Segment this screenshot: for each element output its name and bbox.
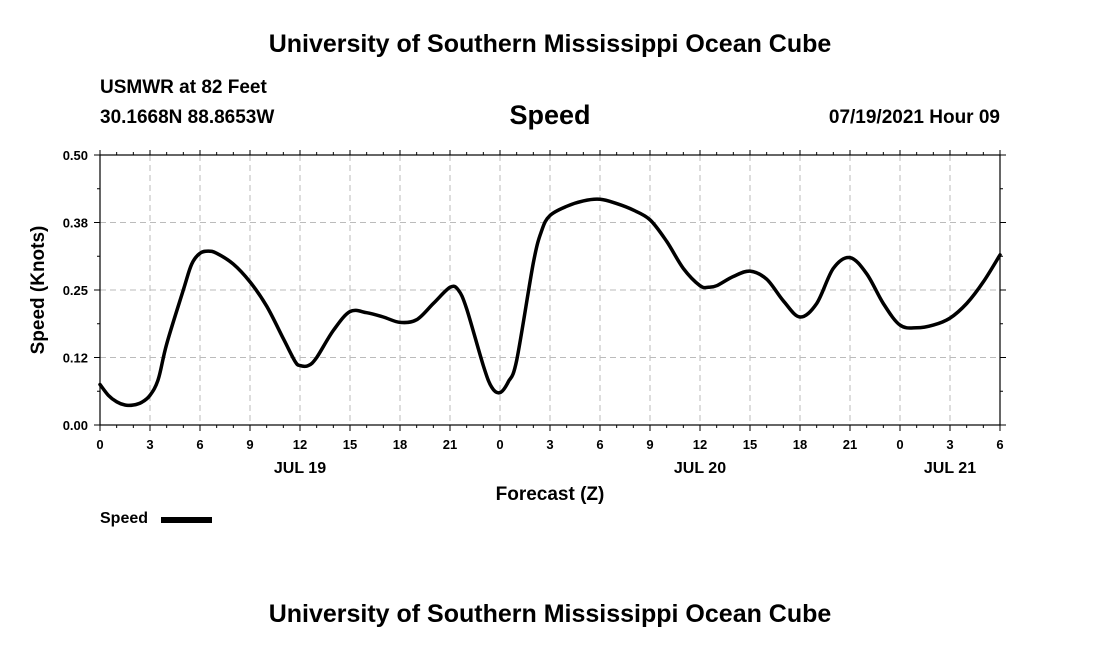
x-tick-labels: 0 3 6 9 12 15 18 21 0 3 6 9 12 15 18 21 0 3 6 [96,437,1003,452]
y-tick-label: 0.50 [63,148,88,163]
legend-label: Speed [100,510,149,527]
x-tick-label: 6 [996,437,1003,452]
y-tick-label: 0.25 [63,283,88,298]
x-tick-label: 12 [693,437,707,452]
x-tick-label: 0 [896,437,903,452]
x-axis-label: Forecast (Z) [496,484,605,505]
x-tick-label: 15 [743,437,757,452]
axis-ticks [94,150,1006,431]
x-tick-label: 9 [646,437,653,452]
x-tick-label: 12 [293,437,307,452]
x-tick-label: 9 [246,437,253,452]
x-tick-label: 3 [146,437,153,452]
x-tick-label: 18 [793,437,807,452]
x-tick-label: 0 [496,437,503,452]
x-tick-label: 21 [843,437,857,452]
speed-series-line [98,197,1002,408]
x-tick-label: 6 [596,437,603,452]
coordinates-label: 30.1668N 88.8653W [100,107,275,128]
x-tick-label: 0 [96,437,103,452]
date-label: JUL 19 [274,460,326,477]
date-label: JUL 21 [924,460,976,477]
x-tick-label: 6 [196,437,203,452]
station-label: USMWR at 82 Feet [100,77,267,98]
date-hour-label: 07/19/2021 Hour 09 [828,107,1000,128]
date-label: JUL 20 [674,460,726,477]
y-axis-label: Speed (Knots) [28,226,49,355]
y-tick-label: 0.00 [63,418,88,433]
x-tick-label: 3 [946,437,953,452]
y-tick-labels: 0.00 0.12 0.25 0.38 0.50 [63,148,88,433]
chart-grid [100,155,1000,425]
x-tick-label: 15 [343,437,357,452]
y-tick-label: 0.12 [63,351,88,366]
legend-swatch [161,517,212,523]
page-title-bottom: University of Southern Mississippi Ocean… [268,600,832,628]
x-tick-label: 18 [393,437,407,452]
y-tick-label: 0.38 [63,216,88,231]
speed-chart: 0.00 0.12 0.25 0.38 0.50 0 3 6 9 12 15 18 21 0 3 6 9 12 1… [28,148,1006,505]
chart-title: Speed [509,100,591,130]
date-labels: JUL 19 JUL 20 JUL 21 [274,460,976,477]
x-tick-label: 3 [546,437,553,452]
x-tick-label: 21 [443,437,457,452]
page-title-top: University of Southern Mississippi Ocean… [268,30,832,58]
